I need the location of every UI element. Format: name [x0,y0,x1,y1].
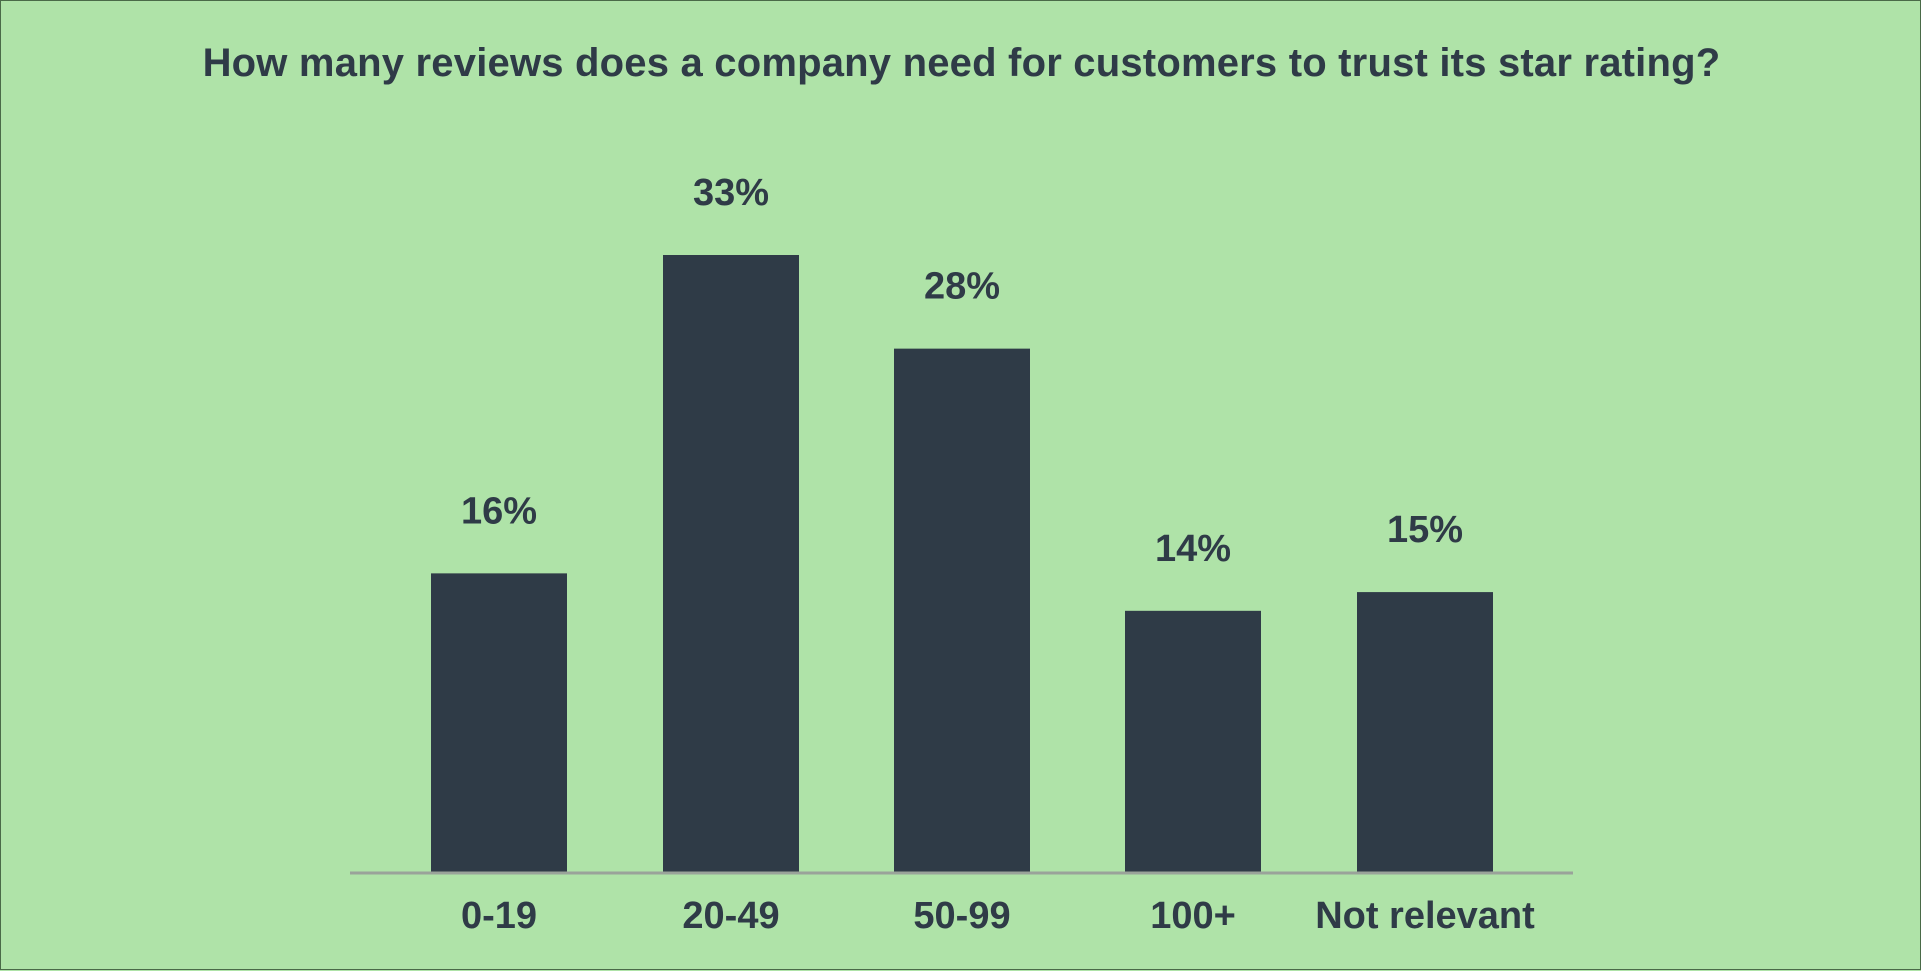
bar-not-relevant [1357,592,1493,873]
bar-20-49 [663,255,799,873]
category-label: Not relevant [1315,895,1535,937]
category-label: 0-19 [461,895,537,937]
value-label: 15% [1387,509,1463,551]
value-label: 14% [1155,528,1231,570]
bars-layer [431,255,1493,873]
value-label: 16% [461,490,537,532]
bar-100- [1125,610,1261,873]
value-label: 33% [693,172,769,214]
labels-layer: 16% 0-19 33% 20-49 28% 50-99 14% 100+ 15% Not rel… [461,172,1535,937]
bar-0-19 [431,573,567,873]
category-label: 20-49 [682,895,779,937]
value-label: 28% [924,266,1000,308]
bar-50-99 [894,348,1030,873]
chart-title: How many reviews does a company need for… [202,41,1721,85]
category-label: 100+ [1150,895,1236,937]
category-label: 50-99 [913,895,1010,937]
